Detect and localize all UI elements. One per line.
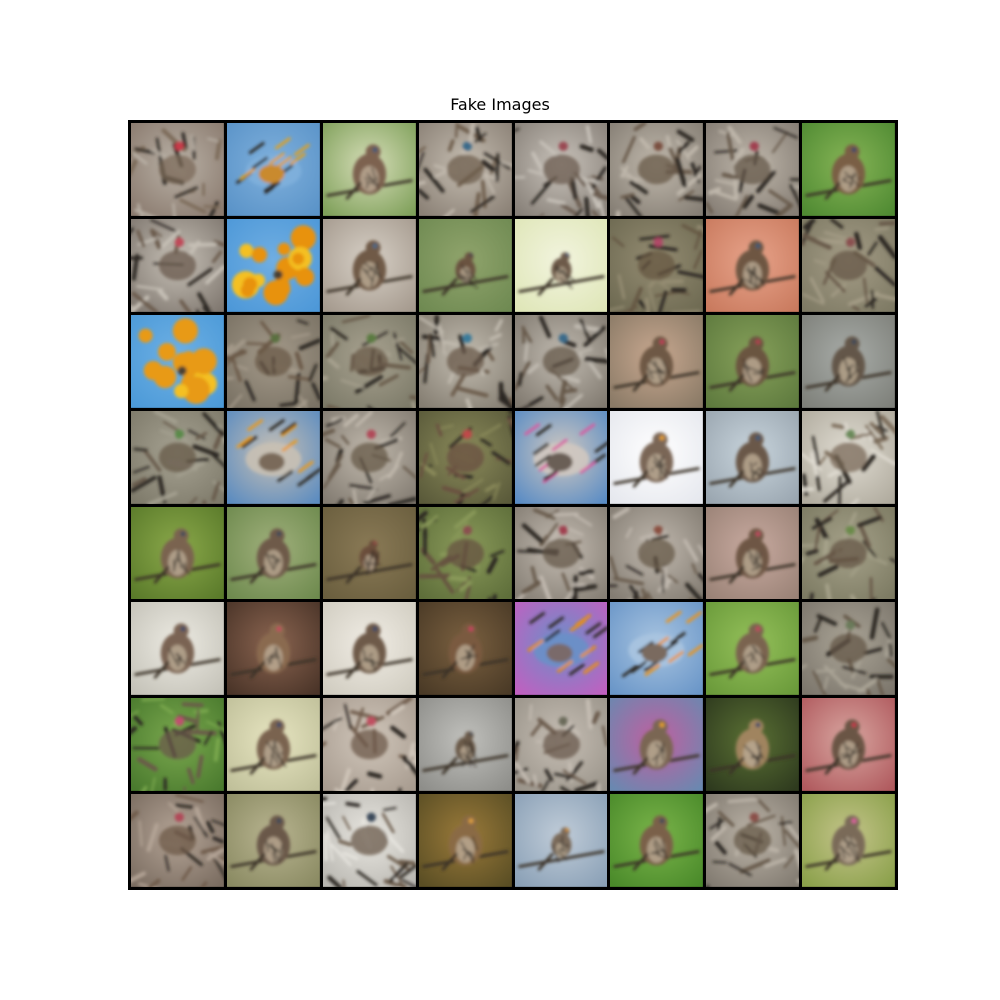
generated-image-tile xyxy=(322,698,416,792)
generated-image-tile xyxy=(418,698,512,792)
generated-image-tile xyxy=(418,794,512,887)
generated-image-tile xyxy=(514,218,608,312)
generated-image-tile xyxy=(802,602,895,696)
generated-image-tile xyxy=(610,794,704,887)
generated-image-tile xyxy=(514,602,608,696)
generated-image-tile xyxy=(226,123,320,216)
generated-image-tile xyxy=(322,794,416,887)
generated-image-tile xyxy=(322,218,416,312)
generated-image-tile xyxy=(131,218,224,312)
generated-image-tile xyxy=(418,123,512,216)
generated-image-tile xyxy=(706,698,800,792)
generated-image-tile xyxy=(322,314,416,408)
generated-image-tile xyxy=(610,314,704,408)
generated-image-tile xyxy=(802,314,895,408)
generated-image-tile xyxy=(418,410,512,504)
generated-image-tile xyxy=(802,123,895,216)
generated-image-tile xyxy=(706,314,800,408)
generated-image-tile xyxy=(322,410,416,504)
generated-image-tile xyxy=(514,410,608,504)
generated-image-tile xyxy=(226,218,320,312)
generated-image-tile xyxy=(418,218,512,312)
generated-image-tile xyxy=(610,698,704,792)
generated-image-tile xyxy=(322,506,416,600)
image-grid xyxy=(128,120,898,890)
generated-image-tile xyxy=(322,123,416,216)
generated-image-tile xyxy=(610,218,704,312)
generated-image-tile xyxy=(226,410,320,504)
generated-image-tile xyxy=(706,794,800,887)
generated-image-tile xyxy=(706,602,800,696)
generated-image-tile xyxy=(610,123,704,216)
generated-image-tile xyxy=(131,698,224,792)
generated-image-tile xyxy=(610,506,704,600)
generated-image-tile xyxy=(226,698,320,792)
generated-image-tile xyxy=(514,506,608,600)
generated-image-tile xyxy=(131,506,224,600)
generated-image-tile xyxy=(131,794,224,887)
generated-image-tile xyxy=(131,602,224,696)
generated-image-tile xyxy=(706,506,800,600)
generated-image-tile xyxy=(514,794,608,887)
generated-image-tile xyxy=(610,602,704,696)
generated-image-tile xyxy=(226,506,320,600)
generated-image-tile xyxy=(514,698,608,792)
generated-image-tile xyxy=(418,314,512,408)
generated-image-tile xyxy=(802,410,895,504)
generated-image-tile xyxy=(802,506,895,600)
generated-image-tile xyxy=(131,123,224,216)
generated-image-tile xyxy=(706,218,800,312)
generated-image-tile xyxy=(226,794,320,887)
generated-image-tile xyxy=(418,506,512,600)
generated-image-tile xyxy=(514,314,608,408)
generated-image-tile xyxy=(226,314,320,408)
generated-image-tile xyxy=(610,410,704,504)
generated-image-tile xyxy=(418,602,512,696)
generated-image-tile xyxy=(514,123,608,216)
generated-image-tile xyxy=(131,410,224,504)
generated-image-tile xyxy=(706,410,800,504)
generated-image-tile xyxy=(802,794,895,887)
generated-image-tile xyxy=(802,698,895,792)
generated-image-tile xyxy=(706,123,800,216)
generated-image-tile xyxy=(131,314,224,408)
generated-image-tile xyxy=(802,218,895,312)
generated-image-tile xyxy=(226,602,320,696)
figure-title: Fake Images xyxy=(450,95,550,114)
generated-image-tile xyxy=(322,602,416,696)
